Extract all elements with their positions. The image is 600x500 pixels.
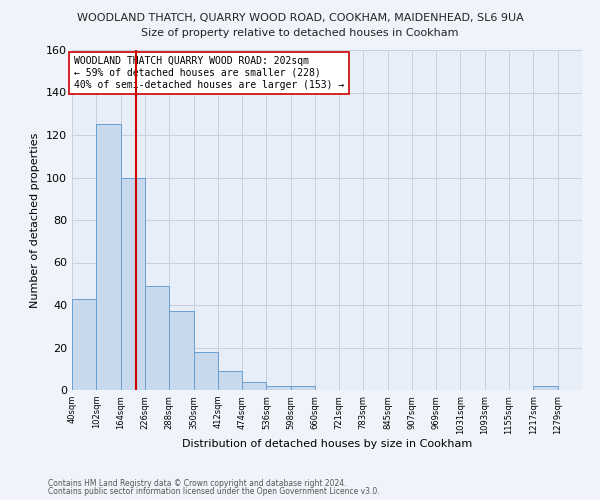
- X-axis label: Distribution of detached houses by size in Cookham: Distribution of detached houses by size …: [182, 440, 472, 450]
- Text: Contains HM Land Registry data © Crown copyright and database right 2024.: Contains HM Land Registry data © Crown c…: [48, 478, 347, 488]
- Bar: [145, 286, 169, 390]
- Text: WOODLAND THATCH, QUARRY WOOD ROAD, COOKHAM, MAIDENHEAD, SL6 9UA: WOODLAND THATCH, QUARRY WOOD ROAD, COOKH…: [77, 12, 523, 22]
- Bar: [72, 298, 97, 390]
- Bar: [121, 178, 145, 390]
- Y-axis label: Number of detached properties: Number of detached properties: [31, 132, 40, 308]
- Bar: [218, 371, 242, 390]
- Bar: [97, 124, 121, 390]
- Bar: [291, 386, 315, 390]
- Bar: [242, 382, 266, 390]
- Bar: [533, 386, 557, 390]
- Bar: [169, 312, 194, 390]
- Text: Size of property relative to detached houses in Cookham: Size of property relative to detached ho…: [141, 28, 459, 38]
- Bar: [194, 352, 218, 390]
- Text: WOODLAND THATCH QUARRY WOOD ROAD: 202sqm
← 59% of detached houses are smaller (2: WOODLAND THATCH QUARRY WOOD ROAD: 202sqm…: [74, 56, 344, 90]
- Bar: [266, 386, 291, 390]
- Text: Contains public sector information licensed under the Open Government Licence v3: Contains public sector information licen…: [48, 487, 380, 496]
